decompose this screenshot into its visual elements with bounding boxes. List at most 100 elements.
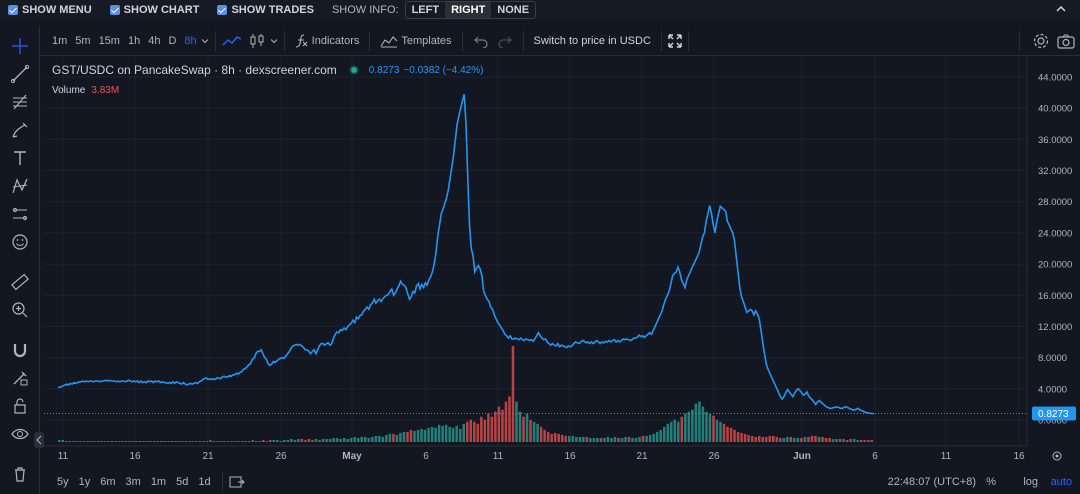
clock[interactable]: 22:48:07 (UTC+8): [887, 476, 976, 488]
volume-bar: [75, 440, 79, 442]
show-info-none[interactable]: NONE: [497, 4, 530, 16]
show-info-left[interactable]: LEFT: [411, 4, 440, 16]
function-icon: [295, 33, 308, 48]
lock-drawing-icon[interactable]: [10, 368, 30, 388]
time-axis[interactable]: 11 16 21 26 May 6 11 16 21 26 Jun 6 11 16: [58, 451, 1025, 462]
range-1y[interactable]: 1y: [78, 476, 91, 488]
range-1d[interactable]: 1d: [198, 476, 211, 488]
undo-icon[interactable]: [473, 34, 489, 48]
chart-toolbar: 1m 5m 15m 1h 4h D 8h Indicators Template…: [40, 26, 1080, 56]
volume-bar: [297, 438, 300, 442]
brush-icon[interactable]: [10, 120, 30, 140]
show-trades-checkbox[interactable]: SHOW TRADES: [217, 4, 314, 16]
volume-bar: [371, 436, 374, 442]
time-tick-label: 11: [941, 451, 952, 462]
lock-icon[interactable]: [10, 396, 30, 416]
price-tick-label: 24.0000: [1038, 228, 1072, 239]
time-tick-label: 11: [58, 451, 69, 462]
fullscreen-icon[interactable]: [668, 33, 682, 48]
indicators-button[interactable]: Indicators: [291, 33, 364, 49]
go-to-date-icon[interactable]: [229, 475, 245, 489]
percent-toggle[interactable]: %: [986, 476, 996, 488]
time-tick-label: 16: [1013, 451, 1025, 462]
volume-bar: [321, 438, 325, 442]
camera-icon[interactable]: [1056, 32, 1076, 50]
volume-bar: [757, 435, 761, 442]
show-chart-checkbox[interactable]: SHOW CHART: [109, 4, 199, 16]
show-info-label: SHOW INFO:: [331, 4, 399, 16]
volume-bar: [121, 440, 124, 442]
volume-bar: [536, 423, 539, 442]
prediction-icon[interactable]: [10, 204, 30, 224]
eye-icon[interactable]: [10, 424, 30, 444]
volume-bar: [775, 436, 779, 442]
volume-bar: [103, 440, 107, 442]
volume-bar: [300, 438, 304, 442]
volume-bar: [606, 436, 610, 442]
fib-tool-icon[interactable]: [10, 92, 30, 112]
crosshair-icon[interactable]: [10, 36, 30, 56]
range-3m[interactable]: 3m: [125, 476, 141, 488]
volume-bar: [124, 440, 128, 442]
emoji-icon[interactable]: [10, 232, 30, 252]
line-chart-type-icon[interactable]: [222, 34, 242, 48]
show-menu-checkbox[interactable]: SHOW MENU: [8, 4, 92, 16]
templates-button[interactable]: Templates: [376, 34, 455, 48]
chevron-up-icon[interactable]: [1056, 4, 1066, 14]
redo-icon[interactable]: [497, 34, 513, 48]
volume-bar: [476, 423, 480, 442]
volume-bar: [800, 437, 803, 442]
auto-scale-toggle[interactable]: auto: [1050, 476, 1072, 488]
timeframe-5m[interactable]: 5m: [75, 34, 91, 47]
axis-settings-icon[interactable]: [1052, 451, 1062, 461]
volume-bar: [701, 406, 705, 442]
timeframe-8h[interactable]: 8h: [184, 34, 197, 47]
volume-bar: [511, 346, 515, 442]
volume-bar: [364, 436, 367, 442]
show-info-right[interactable]: RIGHT: [445, 2, 492, 18]
volume-bar: [258, 440, 261, 442]
volume-bar: [226, 440, 230, 442]
log-toggle[interactable]: log: [1023, 476, 1038, 488]
timeframe-15m[interactable]: 15m: [98, 34, 120, 47]
text-tool-icon[interactable]: [10, 148, 30, 168]
zoom-in-icon[interactable]: [10, 300, 30, 320]
timeframe-1h[interactable]: 1h: [127, 34, 141, 47]
ruler-icon[interactable]: [10, 272, 30, 292]
timeframe-1m[interactable]: 1m: [52, 34, 68, 47]
range-1m[interactable]: 1m: [150, 476, 167, 488]
chevron-down-icon[interactable]: [201, 37, 209, 45]
pattern-icon[interactable]: [10, 176, 30, 196]
volume-bar: [138, 440, 142, 442]
trash-icon[interactable]: [10, 464, 30, 484]
time-tick-label: 16: [129, 451, 141, 462]
gear-icon[interactable]: [1032, 32, 1050, 50]
volume-bar: [269, 439, 272, 442]
volume-bar: [842, 438, 845, 442]
volume-bar: [828, 437, 831, 442]
magnet-icon[interactable]: [10, 340, 30, 360]
price-tick-label: 40.0000: [1038, 104, 1072, 115]
range-5d[interactable]: 5d: [176, 476, 189, 488]
trend-line-icon[interactable]: [10, 64, 30, 84]
time-tick-label: 26: [275, 451, 287, 462]
price-tick-label: 0.0000: [1038, 416, 1067, 427]
volume-bar: [195, 440, 198, 442]
timeframe-4h[interactable]: 4h: [148, 34, 161, 47]
price-axis[interactable]: 44.0000 40.0000 36.0000 32.0000 28.0000 24.00…: [1038, 73, 1072, 427]
range-6m[interactable]: 6m: [100, 476, 116, 488]
candles-chart-type-icon[interactable]: [248, 33, 266, 49]
volume-bar: [223, 440, 226, 442]
scroll-left-handle[interactable]: [34, 432, 44, 448]
volume-bar: [276, 439, 279, 442]
timeframe-d[interactable]: D: [168, 34, 177, 47]
volume-bar: [451, 427, 455, 442]
volume-bar: [596, 437, 599, 442]
range-5y[interactable]: 5y: [57, 476, 69, 488]
switch-price-button[interactable]: Switch to price in USDC: [533, 34, 651, 47]
volume-bar: [430, 426, 434, 442]
indicators-label: Indicators: [311, 34, 360, 47]
volume-label: Volume: [52, 84, 86, 96]
chevron-down-icon[interactable]: [270, 37, 278, 45]
